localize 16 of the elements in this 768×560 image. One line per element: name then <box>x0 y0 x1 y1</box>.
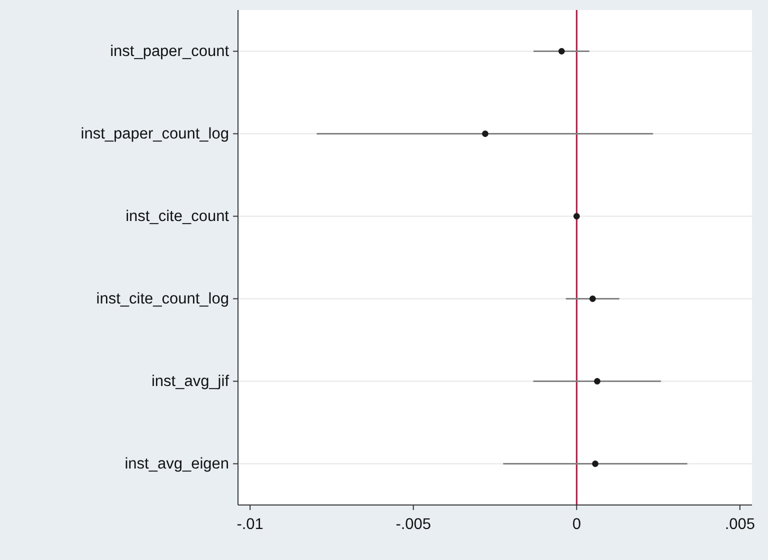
x-tick-label: -.01 <box>236 516 264 533</box>
point <box>573 213 580 220</box>
x-tick-label: .005 <box>724 516 756 533</box>
x-tick-label: -.005 <box>396 516 432 533</box>
y-tick-label: inst_paper_count_log <box>80 125 229 142</box>
y-tick-label: inst_cite_count_log <box>96 290 229 308</box>
point <box>594 378 600 384</box>
point <box>592 460 598 467</box>
y-tick-label: inst_avg_jif <box>151 372 230 390</box>
y-tick-label: inst_cite_count <box>126 208 230 225</box>
point <box>589 296 596 302</box>
y-tick-label: inst_avg_eigen <box>124 455 229 472</box>
point <box>482 130 488 137</box>
point <box>558 48 565 54</box>
x-tick-label: 0 <box>572 516 582 533</box>
y-tick-label: inst_paper_count <box>110 42 230 60</box>
